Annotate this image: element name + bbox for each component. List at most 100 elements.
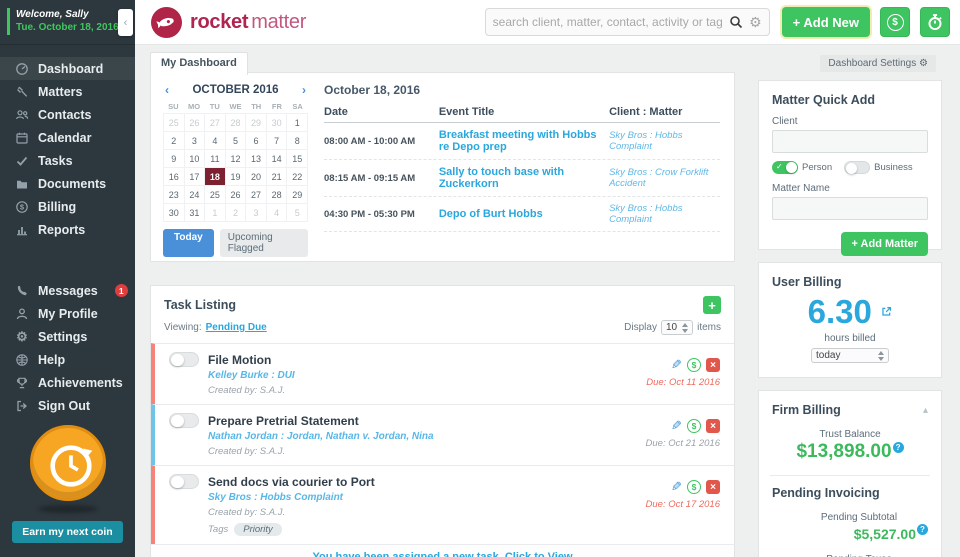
calendar-day[interactable]: 12 [225,150,247,168]
sidebar-item-billing[interactable]: $ Billing [0,195,135,218]
rocket-logo[interactable] [151,6,182,38]
quick-bill-button[interactable]: $ [880,7,910,37]
delete-task-icon[interactable]: × [706,419,720,433]
delete-task-icon[interactable]: × [706,480,720,494]
sidebar-item-tasks[interactable]: Tasks [0,149,135,172]
event-matter-link[interactable]: Sky Bros : Hobbs Complaint [609,130,683,152]
calendar-day[interactable]: 30 [266,114,288,132]
sidebar-item-documents[interactable]: Documents [0,172,135,195]
calendar-day[interactable]: 4 [205,132,226,150]
calendar-next-button[interactable]: › [301,83,306,97]
calendar-day[interactable]: 29 [287,186,308,204]
calendar-day[interactable]: 14 [266,150,288,168]
event-title-link[interactable]: Depo of Burt Hobbs [438,208,543,220]
event-title-link[interactable]: Sally to touch base with Zuckerkorn [438,166,565,190]
task-matter-link[interactable]: Kelley Burke : DUI [208,370,295,381]
calendar-day[interactable]: 20 [246,168,267,186]
calendar-day[interactable]: 30 [164,204,185,222]
task-title[interactable]: Send docs via courier to Port [208,474,375,489]
calendar-day[interactable]: 2 [225,204,247,222]
add-new-button[interactable]: + Add New [781,7,870,37]
add-task-button[interactable]: + [703,296,721,314]
calendar-day[interactable]: 22 [287,168,308,186]
task-matter-link[interactable]: Sky Bros : Hobbs Complaint [208,492,344,503]
sidebar-item-messages[interactable]: Messages 1 [0,279,135,302]
sidebar-item-calendar[interactable]: Calendar [0,126,135,149]
sidebar-collapse-button[interactable]: ‹ [118,9,133,36]
task-title[interactable]: File Motion [208,352,272,367]
sidebar-item-matters[interactable]: Matters [0,80,135,103]
sidebar-item-reports[interactable]: Reports [0,218,135,241]
upcoming-flagged-button[interactable]: Upcoming Flagged [219,229,308,257]
sidebar-item-my-profile[interactable]: My Profile [0,302,135,325]
billing-period-select[interactable]: today [811,348,889,363]
bill-task-icon[interactable]: $ [687,358,701,372]
sidebar-item-contacts[interactable]: Contacts [0,103,135,126]
calendar-day[interactable]: 25 [205,186,226,204]
calendar-day[interactable]: 24 [184,186,206,204]
matter-name-input[interactable] [772,197,928,220]
event-title-link[interactable]: Breakfast meeting with Hobbs re Depo pre… [438,129,597,153]
calendar-day[interactable]: 1 [287,114,308,132]
calendar-day[interactable]: 28 [225,114,247,132]
task-title[interactable]: Prepare Pretrial Statement [208,413,359,428]
calendar-day[interactable]: 5 [225,132,247,150]
calendar-day[interactable]: 15 [287,150,308,168]
calendar-day[interactable]: 7 [266,132,288,150]
calendar-day[interactable]: 29 [246,114,267,132]
search-input[interactable] [492,15,730,29]
calendar-day[interactable]: 3 [184,132,206,150]
calendar-day[interactable]: 13 [246,150,267,168]
client-input[interactable] [772,130,928,153]
calendar-day[interactable]: 26 [184,114,206,132]
calendar-day[interactable]: 11 [205,150,226,168]
pending-due-link[interactable]: Pending Due [205,322,267,333]
calendar-day-selected[interactable]: 18 [205,168,226,186]
event-matter-link[interactable]: Sky Bros : Hobbs Complaint [609,203,683,225]
task-matter-link[interactable]: Nathan Jordan : Jordan, Nathan v. Jordan… [208,431,434,442]
calendar-day[interactable]: 17 [184,168,206,186]
calendar-day[interactable]: 16 [164,168,185,186]
help-badge-icon[interactable]: ? [917,524,928,535]
calendar-day[interactable]: 10 [184,150,206,168]
calendar-day[interactable]: 9 [164,150,185,168]
person-toggle[interactable]: Person [772,161,832,174]
external-link-icon[interactable] [881,304,892,322]
new-task-notification[interactable]: You have been assigned a new task. Click… [151,544,734,557]
calendar-day[interactable]: 25 [164,114,185,132]
edit-task-icon[interactable]: ✎ [671,418,682,433]
calendar-day[interactable]: 4 [266,204,288,222]
dashboard-settings-button[interactable]: Dashboard Settings ⚙ [820,55,936,72]
today-button[interactable]: Today [163,229,214,257]
delete-task-icon[interactable]: × [706,358,720,372]
calendar-day[interactable]: 6 [246,132,267,150]
sidebar-item-help[interactable]: Help [0,348,135,371]
sidebar-item-dashboard[interactable]: Dashboard [0,57,135,80]
calendar-day[interactable]: 27 [205,114,226,132]
task-complete-toggle[interactable] [169,474,199,489]
sidebar-item-achievements[interactable]: Achievements [0,371,135,394]
help-badge-icon[interactable]: ? [892,442,904,453]
edit-task-icon[interactable]: ✎ [671,479,682,494]
calendar-day[interactable]: 26 [225,186,247,204]
search-icon[interactable] [729,15,743,29]
edit-task-icon[interactable]: ✎ [671,357,682,372]
calendar-day[interactable]: 1 [205,204,226,222]
calendar-day[interactable]: 28 [266,186,288,204]
calendar-day[interactable]: 27 [246,186,267,204]
calendar-prev-button[interactable]: ‹ [165,83,169,97]
calendar-day[interactable]: 2 [164,132,185,150]
calendar-day[interactable]: 19 [225,168,247,186]
timer-button[interactable] [920,7,950,37]
task-complete-toggle[interactable] [169,413,199,428]
task-complete-toggle[interactable] [169,352,199,367]
calendar-day[interactable]: 5 [287,204,308,222]
business-toggle[interactable]: Business [844,161,913,174]
event-matter-link[interactable]: Sky Bros : Crow Forklift Accident [609,167,709,189]
tab-my-dashboard[interactable]: My Dashboard [150,52,248,75]
collapse-caret-icon[interactable]: ▴ [922,404,928,416]
display-count-select[interactable]: 10 [660,320,694,335]
calendar-day[interactable]: 21 [266,168,288,186]
bill-task-icon[interactable]: $ [687,419,701,433]
sidebar-item-settings[interactable]: ⚙ Settings [0,325,135,348]
